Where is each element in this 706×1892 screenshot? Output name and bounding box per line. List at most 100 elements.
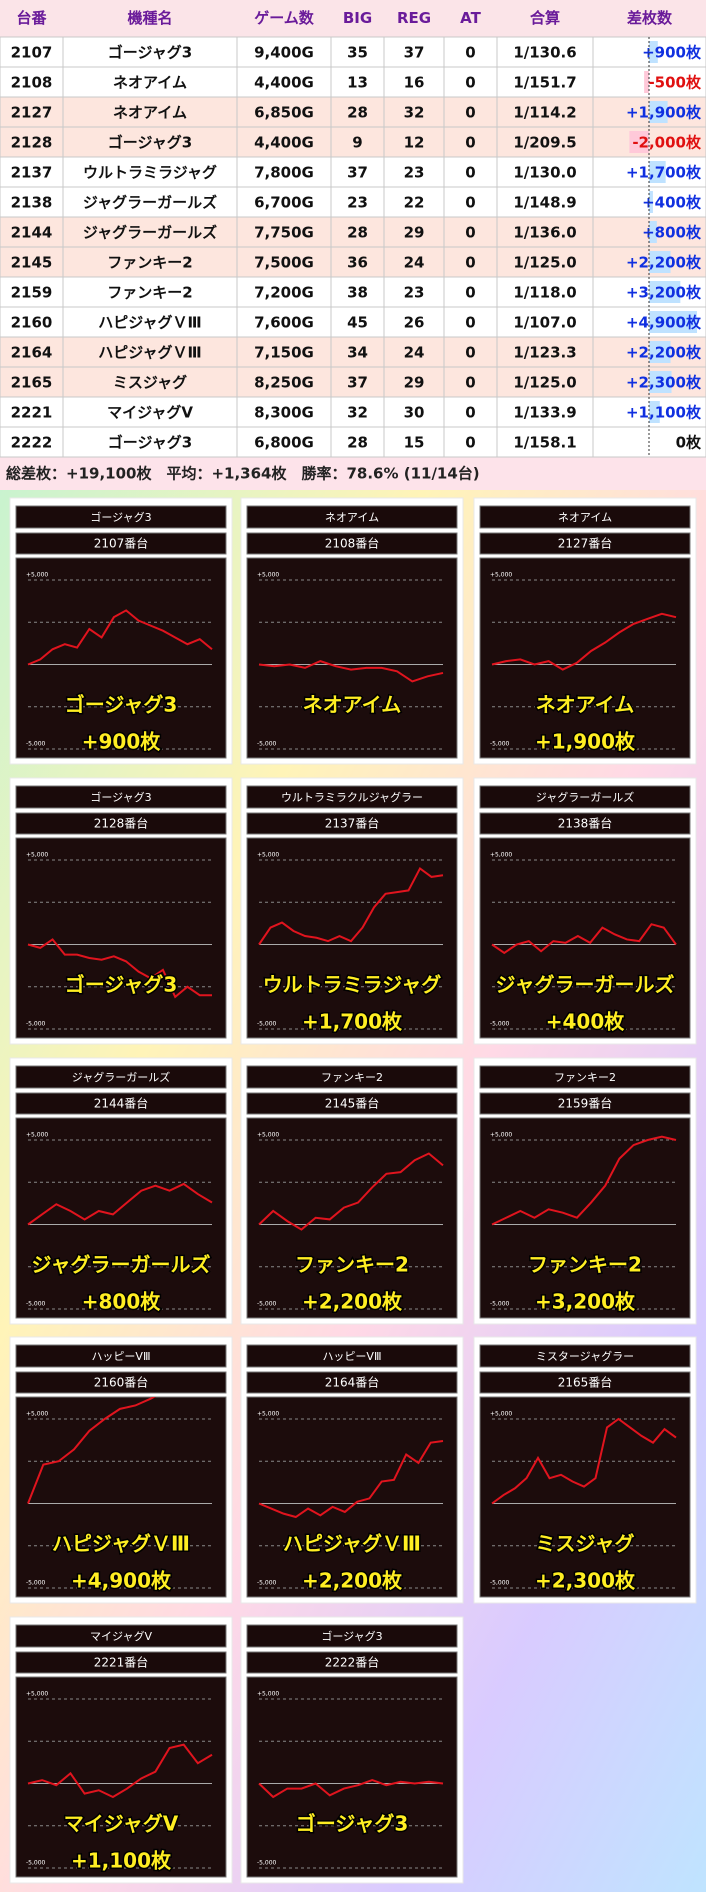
line-series bbox=[491, 923, 677, 955]
chart-card: ウルトラミラクルジャグラー 2137番台 +5,000 -5,000 ウルトラミラジャグ… bbox=[240, 777, 464, 1045]
y-tick-label: -5,000 bbox=[26, 1860, 46, 1867]
table-header: BIG bbox=[343, 9, 372, 27]
plot-bg bbox=[479, 837, 691, 1039]
table-cell: 7,800G bbox=[254, 164, 314, 182]
table-cell: 1/125.0 bbox=[513, 254, 576, 272]
table-cell: 0 bbox=[465, 134, 475, 152]
table-cell: 0 bbox=[465, 254, 475, 272]
table-row-bg bbox=[0, 426, 706, 458]
y-tick-label: -5,000 bbox=[257, 1301, 277, 1308]
card-title: ファンキー2 bbox=[554, 1071, 616, 1084]
card-title-bg bbox=[15, 1344, 227, 1368]
table-cell: 1/125.0 bbox=[513, 374, 576, 392]
table-cell: 4,400G bbox=[254, 134, 314, 152]
y-tick-label: -5,000 bbox=[26, 1301, 46, 1308]
card-subtitle-bg bbox=[246, 532, 458, 555]
table-cell: 23 bbox=[404, 164, 425, 182]
table-header: AT bbox=[460, 9, 481, 27]
card-title: ジャグラーガールズ bbox=[72, 1070, 170, 1084]
table-cell: 24 bbox=[404, 344, 425, 362]
y-tick-label: +5,000 bbox=[257, 1411, 279, 1418]
annotation: +2,200枚 bbox=[302, 1569, 403, 1593]
table-cell: 1/148.9 bbox=[513, 194, 576, 212]
y-tick-label: +5,000 bbox=[26, 1411, 48, 1418]
table-cell: 2164 bbox=[11, 344, 53, 362]
diff-label: 0枚 bbox=[676, 434, 702, 452]
chart-card: ゴージャグ3 2128番台 +5,000 -5,000 ゴージャグ3 bbox=[9, 777, 233, 1045]
card-title: ネオアイム bbox=[325, 511, 379, 524]
diff-label: +3,200枚 bbox=[626, 284, 702, 302]
diff-bar bbox=[629, 131, 649, 153]
card-title: ウルトラミラクルジャグラー bbox=[281, 790, 423, 804]
card-subtitle-bg bbox=[479, 1371, 691, 1394]
card-title-bg bbox=[246, 1624, 458, 1648]
table-row-bg bbox=[0, 336, 706, 368]
chart-card: ゴージャグ3 2107番台 +5,000 -5,000 ゴージャグ3 +900枚 bbox=[9, 497, 233, 765]
table-cell: 32 bbox=[347, 404, 368, 422]
table-row-bg bbox=[0, 396, 706, 428]
y-tick-label: +5,000 bbox=[490, 1132, 512, 1139]
card-subtitle-bg bbox=[15, 532, 227, 555]
diff-label: -2,000枚 bbox=[632, 134, 702, 152]
table-header: 差枚数 bbox=[627, 9, 673, 27]
table-cell: 6,800G bbox=[254, 434, 314, 452]
card-title-bg bbox=[15, 1065, 227, 1089]
y-tick-label: -5,000 bbox=[26, 1580, 46, 1587]
y-tick-label: +5,000 bbox=[26, 1691, 48, 1698]
line-series bbox=[258, 1152, 444, 1231]
table-cell: 0 bbox=[465, 104, 475, 122]
table-cell: 0 bbox=[465, 74, 475, 92]
table-cell: 0 bbox=[465, 44, 475, 62]
annotation: ハピジャグＶⅢ bbox=[283, 1532, 421, 1556]
diff-bar bbox=[649, 401, 660, 423]
chart-card: ネオアイム 2108番台 +5,000 -5,000 ネオアイム bbox=[240, 497, 464, 765]
card-title: ネオアイム bbox=[558, 511, 612, 524]
diff-bar bbox=[649, 101, 668, 123]
card-title-bg bbox=[479, 1344, 691, 1368]
card-title: ゴージャグ3 bbox=[90, 510, 151, 524]
y-tick-label: -5,000 bbox=[26, 741, 46, 748]
table-cell: 1/123.3 bbox=[513, 344, 576, 362]
card-title: ゴージャグ3 bbox=[321, 1629, 382, 1643]
table-row-bg bbox=[0, 186, 706, 218]
diff-bar bbox=[649, 191, 653, 213]
annotation: +800枚 bbox=[82, 1290, 162, 1314]
card-subtitle: 2159番台 bbox=[558, 1096, 613, 1111]
annotation: ウルトラミラジャグ bbox=[263, 973, 442, 997]
table-row-bg bbox=[0, 156, 706, 188]
card-subtitle: 2127番台 bbox=[558, 536, 613, 551]
chart-card: ネオアイム 2127番台 +5,000 -5,000 ネオアイム +1,900枚 bbox=[473, 497, 697, 765]
card-title-bg bbox=[246, 505, 458, 529]
table-cell: 12 bbox=[404, 134, 425, 152]
annotation: +4,900枚 bbox=[71, 1569, 172, 1593]
table-cell: ハピジャグＶⅢ bbox=[98, 314, 201, 332]
card-title-bg bbox=[15, 505, 227, 529]
table-cell: 2138 bbox=[11, 194, 53, 212]
card-subtitle: 2145番台 bbox=[325, 1096, 380, 1111]
table-cell: 28 bbox=[347, 104, 368, 122]
table-row-bg bbox=[0, 216, 706, 248]
diff-label: -500枚 bbox=[648, 74, 702, 92]
plot-bg bbox=[15, 837, 227, 1039]
table-cell: ファンキー2 bbox=[107, 284, 192, 302]
card-title-bg bbox=[246, 785, 458, 809]
annotation: +2,300枚 bbox=[535, 1569, 636, 1593]
annotation: +1,700枚 bbox=[302, 1010, 403, 1034]
y-tick-label: -5,000 bbox=[490, 1301, 510, 1308]
table-cell: 8,300G bbox=[254, 404, 314, 422]
card-title-bg bbox=[479, 505, 691, 529]
y-tick-label: +5,000 bbox=[257, 572, 279, 579]
diff-label: +2,200枚 bbox=[626, 344, 702, 362]
table-cell: 1/130.6 bbox=[513, 44, 576, 62]
y-tick-label: +5,000 bbox=[257, 852, 279, 859]
card-title-bg bbox=[246, 1344, 458, 1368]
y-tick-label: -5,000 bbox=[257, 1021, 277, 1028]
table-cell: 30 bbox=[404, 404, 425, 422]
card-title: ハッピーVⅢ bbox=[91, 1350, 150, 1363]
y-tick-label: +5,000 bbox=[257, 1691, 279, 1698]
card-subtitle: 2107番台 bbox=[94, 536, 149, 551]
diff-label: +4,900枚 bbox=[626, 314, 702, 332]
annotation: ミスジャグ bbox=[536, 1532, 635, 1556]
chart-card: ミスタージャグラー 2165番台 +5,000 -5,000 ミスジャグ +2,300枚 bbox=[473, 1336, 697, 1604]
table-cell: 28 bbox=[347, 434, 368, 452]
